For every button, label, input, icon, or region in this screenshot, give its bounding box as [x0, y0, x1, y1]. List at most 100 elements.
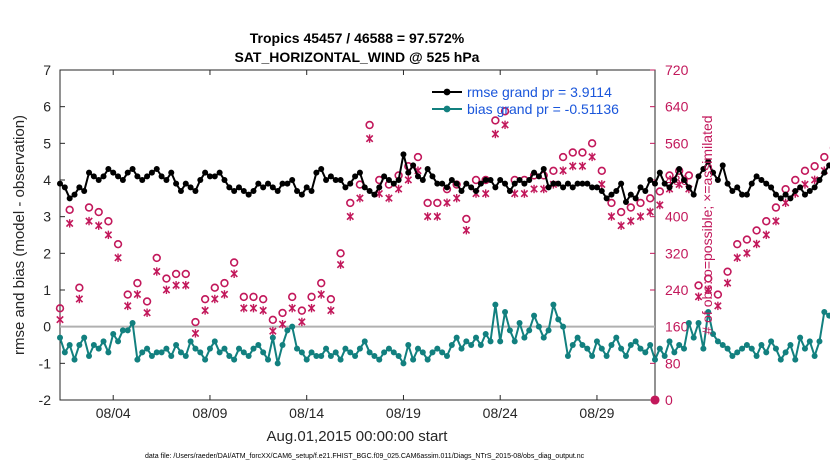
obs-possible-marker: [752, 226, 761, 235]
obs-assimilated-marker: [772, 216, 780, 226]
obs-possible-marker: [462, 214, 471, 224]
bias-point: [158, 349, 165, 356]
obs-zero-marker: [650, 395, 660, 405]
rmse-point: [327, 173, 334, 180]
bias-point: [289, 323, 296, 330]
rmse-point: [148, 169, 155, 176]
rmse-point: [90, 173, 97, 180]
rmse-point: [274, 188, 281, 194]
bias-point: [477, 342, 484, 348]
rmse-point: [714, 177, 721, 183]
bias-point: [366, 349, 373, 356]
rmse-point: [100, 173, 107, 180]
bias-point: [700, 345, 707, 352]
bias-point: [656, 345, 663, 352]
obs-assimilated-marker: [714, 301, 722, 311]
rmse-point: [342, 184, 349, 191]
bias-point: [516, 320, 523, 326]
obs-possible-marker: [742, 235, 752, 244]
rmse-point: [57, 180, 63, 187]
bias-point: [473, 334, 480, 341]
rmse-point: [158, 173, 165, 180]
bias-point: [642, 349, 649, 356]
bias-point: [652, 356, 658, 363]
rmse-point: [168, 169, 175, 176]
rmse-point: [473, 188, 480, 194]
bias-point: [410, 356, 417, 363]
rmse-point: [603, 195, 610, 202]
rmse-point: [622, 199, 629, 205]
rmse-point: [260, 184, 267, 191]
y-tick-label: -2: [39, 392, 52, 408]
bias-point: [550, 301, 557, 308]
bias-point: [714, 338, 721, 345]
obs-possible-marker: [239, 292, 249, 302]
obs-assimilated-marker: [65, 219, 74, 228]
rmse-point: [748, 180, 755, 187]
obs-assimilated-marker: [356, 193, 364, 203]
obs-assimilated-marker: [568, 161, 577, 171]
bias-point: [376, 356, 383, 363]
bias-point: [419, 349, 426, 356]
bias-point: [826, 312, 830, 319]
obs-assimilated-marker: [404, 175, 413, 185]
bias-point: [197, 349, 204, 356]
bias-point: [255, 342, 262, 348]
bias-point: [448, 342, 455, 348]
bias-point: [535, 323, 542, 330]
bias-point: [564, 353, 571, 359]
obs-possible-marker: [597, 166, 606, 176]
bias-point: [753, 353, 760, 359]
bias-point: [748, 345, 755, 352]
rmse-point: [231, 188, 238, 194]
bias-point: [323, 345, 330, 352]
rmse-point: [255, 180, 262, 187]
rmse-point: [221, 177, 228, 183]
bias-point: [245, 353, 252, 359]
bias-point: [66, 342, 73, 348]
rmse-point: [265, 180, 272, 187]
rmse-point: [458, 188, 465, 194]
x-tick-label: 08/19: [386, 405, 421, 421]
rmse-point: [584, 180, 591, 187]
y-axis-right: 080160240320400480560640720: [650, 62, 689, 408]
y2-tick-label: 560: [665, 135, 689, 151]
bias-point: [110, 331, 117, 337]
obs-assimilated-marker: [269, 326, 277, 336]
rmse-point: [250, 188, 257, 194]
obs-possible-marker: [84, 203, 94, 212]
obs-assimilated-marker: [385, 193, 393, 203]
bias-point: [492, 301, 499, 308]
x-tick-label: 08/04: [96, 405, 131, 421]
plot-area: [59, 69, 656, 401]
rmse-point: [71, 191, 78, 198]
obs-assimilated-marker: [259, 306, 267, 315]
bias-point: [443, 353, 450, 359]
obs-possible-marker: [258, 294, 268, 304]
obs-possible-marker: [75, 283, 84, 292]
rmse-point: [294, 188, 301, 194]
rmse-point: [119, 177, 126, 183]
bias-point: [134, 356, 141, 363]
obs-assimilated-marker: [288, 303, 296, 313]
obs-possible-marker: [365, 120, 374, 130]
bias-point: [76, 342, 83, 348]
bias-point: [71, 356, 78, 363]
bias-point: [743, 342, 750, 348]
rmse-point: [801, 191, 808, 198]
bias-point: [763, 349, 770, 356]
obs-assimilated-marker: [559, 166, 567, 175]
rmse-point: [414, 173, 421, 180]
obs-possible-marker: [433, 198, 442, 208]
bias-point: [772, 345, 779, 352]
obs-possible-marker: [810, 162, 819, 171]
bias-point: [390, 349, 397, 356]
obs-possible-marker: [471, 175, 481, 185]
rmse-point: [521, 180, 528, 187]
obs-possible-marker: [307, 292, 316, 302]
rmse-point: [574, 180, 581, 187]
obs-possible-marker: [568, 148, 577, 157]
rmse-point: [768, 184, 775, 191]
obs-assimilated-marker: [365, 134, 374, 143]
obs-possible-marker: [500, 107, 510, 116]
